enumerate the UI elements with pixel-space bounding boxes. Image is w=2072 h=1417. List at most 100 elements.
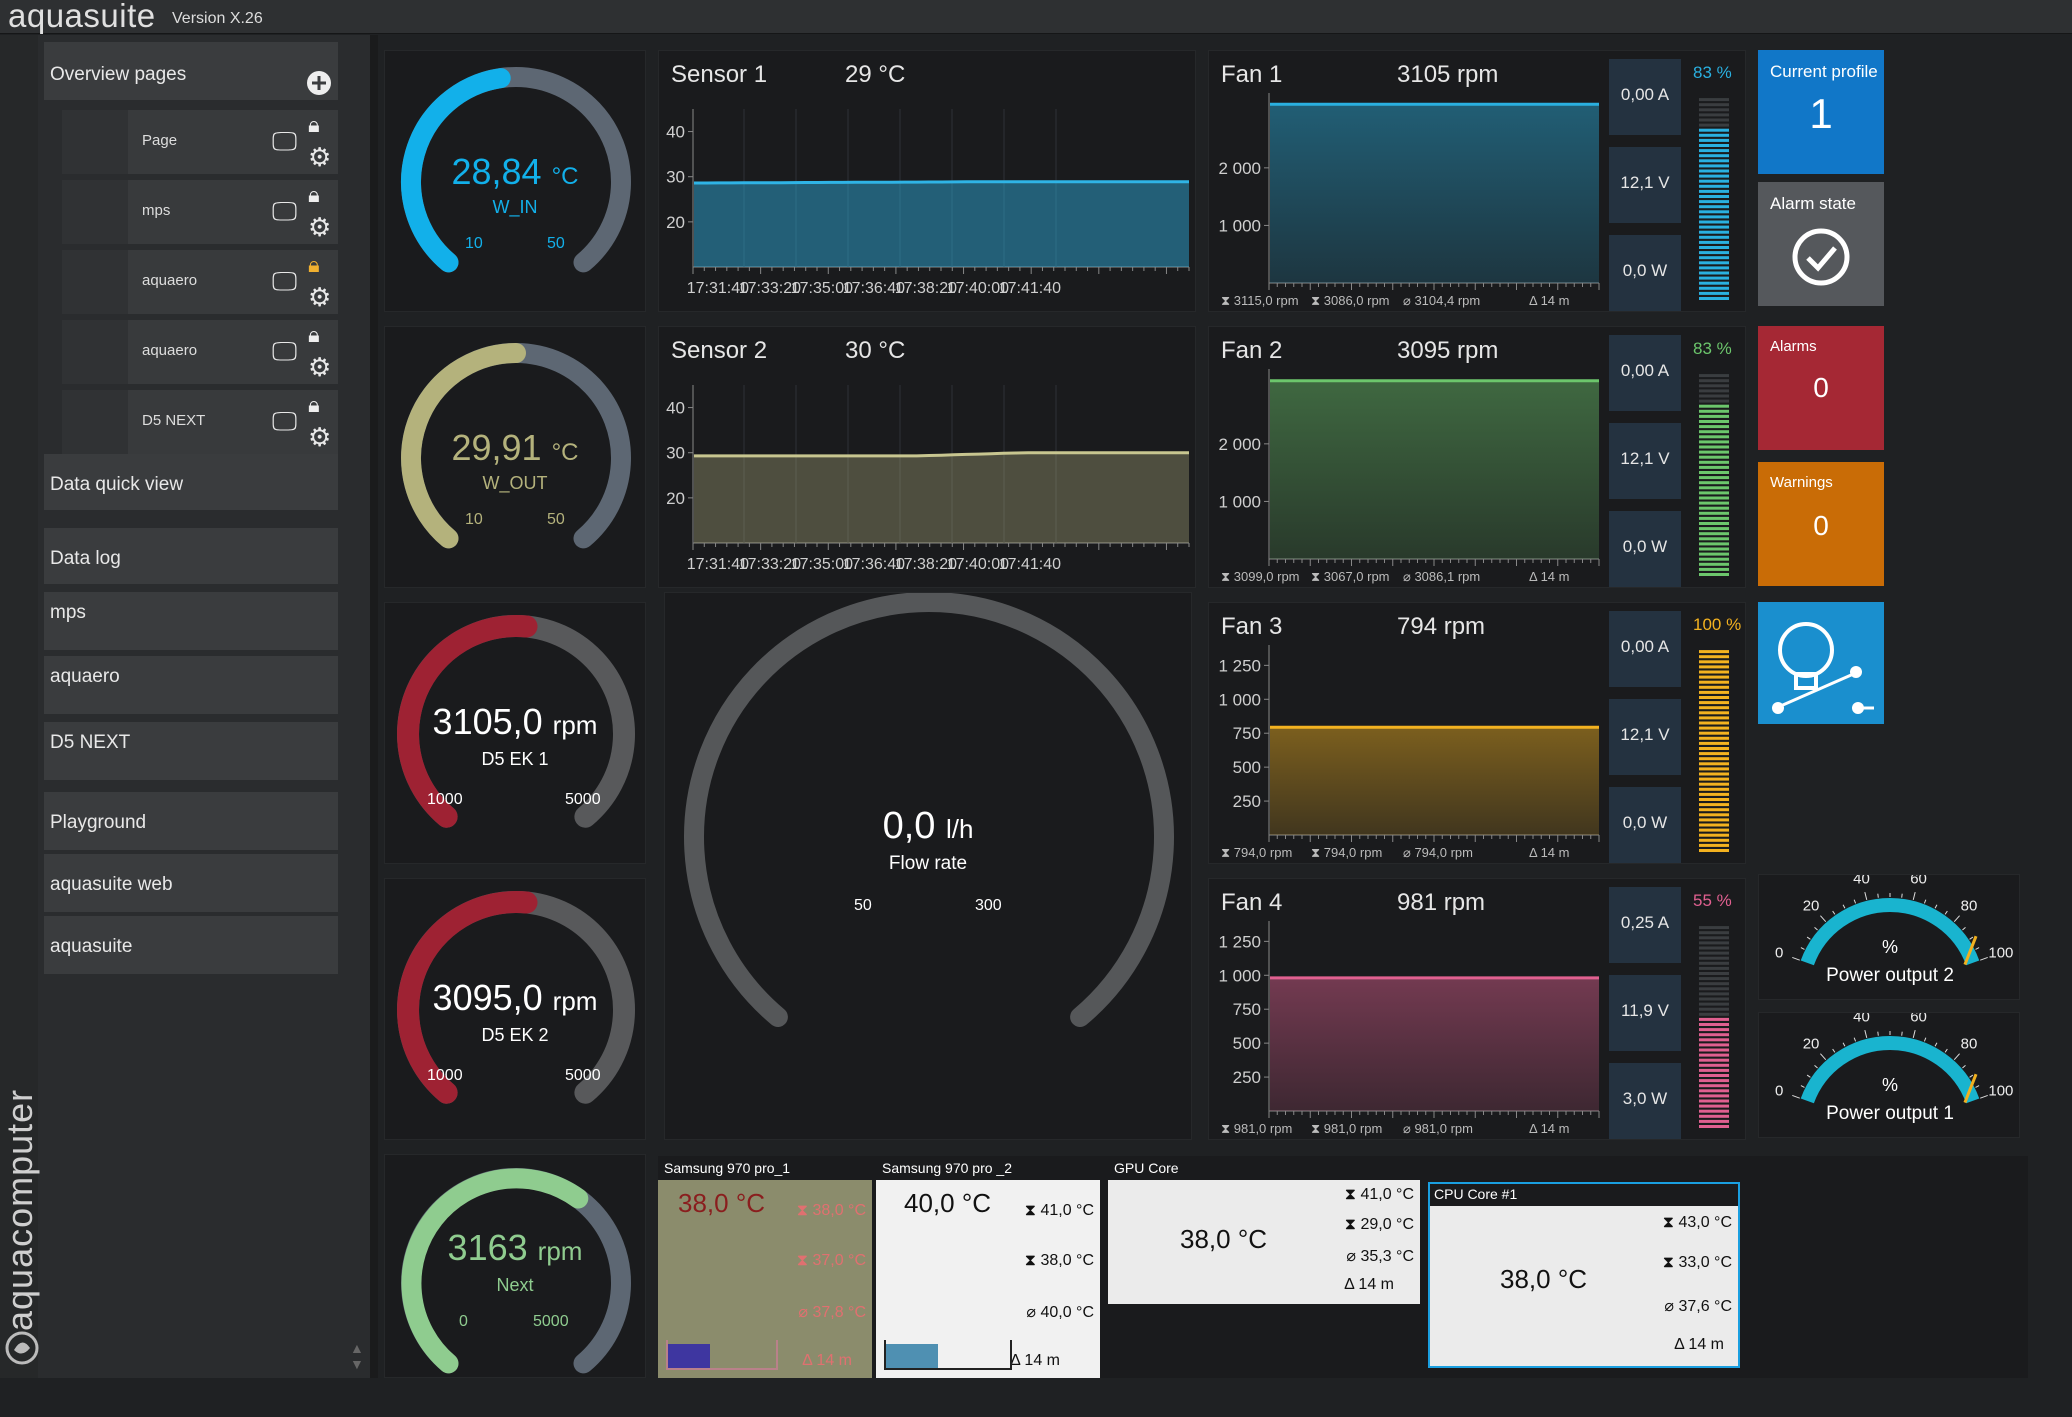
overview-page-item[interactable]: mps🖵🔒︎⚙ [62,180,338,244]
current-profile-tile[interactable]: Current profile 1 [1758,50,1884,174]
monitor-icon[interactable]: 🖵 [272,128,297,154]
gauge-next-name: Next [385,1275,645,1296]
gpu-core-card[interactable]: GPU Core 38,0 °C ⧗ 41,0 °C ⧗ 29,0 °C ⌀ 3… [1108,1158,1420,1308]
level-segment [1699,1043,1729,1046]
lightbulb-switch-tile[interactable] [1758,602,1884,724]
sidebar-item-label: D5 NEXT [50,732,130,754]
level-segment [1699,1120,1729,1123]
sidebar-item-aquasuite[interactable]: aquasuite [44,916,338,974]
monitor-icon[interactable]: 🖵 [272,268,297,294]
samsung-1-max: ⧗ 38,0 °C [797,1202,866,1220]
y-tick-label: 1 000 [1218,690,1261,709]
warnings-tile[interactable]: Warnings 0 [1758,462,1884,586]
gauge-d5-ek-1-max: 5000 [565,791,601,809]
gauge-d5-ek-2[interactable]: 3095,0 rpm D5 EK 2 1000 5000 [384,878,646,1140]
sidebar-item-aquaero[interactable]: aquaero [44,656,338,714]
gauge-w-out-name: W_OUT [385,473,645,494]
lock-icon[interactable]: 🔒︎ [308,392,320,418]
sidebar-item-aquasuite-web[interactable]: aquasuite web [44,854,338,912]
y-tick-label: 40 [666,123,685,142]
level-segment [1699,507,1729,510]
level-segment [1699,221,1729,224]
sidebar-scrollbar[interactable]: ▲▼ [348,40,370,1378]
gauge-w-in[interactable]: 28,84 °C W_IN 10 50 [384,50,646,312]
monitor-icon[interactable]: 🖵 [272,408,297,434]
scroll-arrows-icon[interactable]: ▲▼ [350,1340,364,1372]
overview-page-item[interactable]: D5 NEXT🖵🔒︎⚙ [62,390,338,454]
level-segment [1699,747,1729,750]
fan-current-meter: 0,00 A [1609,59,1681,135]
fan-footer-stat: ⌀ 3104,4 rpm [1403,293,1480,309]
gear-icon[interactable]: ⚙ [308,424,331,450]
lock-icon[interactable]: 🔒︎ [308,182,320,208]
samsung-1-card[interactable]: Samsung 970 pro_1 38,0 °C ⧗ 38,0 °C ⧗ 37… [658,1158,872,1378]
gpu-core-time: Δ 14 m [1344,1276,1394,1294]
unlock-icon[interactable]: 🔒︎ [308,252,320,278]
gear-icon[interactable]: ⚙ [308,214,331,240]
avg-icon: ⌀ [1664,1298,1678,1315]
samsung-2-card[interactable]: Samsung 970 pro _2 40,0 °C ⧗ 41,0 °C ⧗ 3… [876,1158,1100,1378]
level-segment [1699,548,1729,551]
alarm-state-tile[interactable]: Alarm state [1758,182,1884,306]
add-page-icon[interactable] [306,70,332,96]
power-tick [1913,892,1915,900]
pane-splitter[interactable] [370,35,378,1378]
sidebar-item-data-log[interactable]: Data log [44,528,338,584]
level-segment [1699,124,1729,127]
warnings-value: 0 [1758,510,1884,542]
gear-icon[interactable]: ⚙ [308,144,331,170]
power-tick [1820,1054,1825,1060]
level-segment [1699,491,1729,494]
level-segment [1699,1115,1729,1118]
level-segment [1699,813,1729,816]
level-segment [1699,967,1729,970]
gear-icon[interactable]: ⚙ [308,354,331,380]
lock-icon[interactable]: 🔒︎ [308,322,320,348]
overview-page-item[interactable]: aquaero🖵🔒︎⚙ [62,250,338,314]
level-segment [1699,706,1729,709]
gauge-w-in-max: 50 [547,235,565,253]
level-segment [1699,466,1729,469]
gauge-flow-name: Flow rate [665,853,1191,875]
overview-pages-header[interactable]: Overview pages [44,42,338,100]
gauge-d5-ek-1[interactable]: 3105,0 rpm D5 EK 1 1000 5000 [384,602,646,864]
gauge-flow-rate[interactable]: 0,0 l/h Flow rate 50 300 [664,592,1192,1140]
gauge-w-out-min: 10 [465,511,483,529]
sidebar-item-playground[interactable]: Playground [44,792,338,850]
level-segment [1699,926,1729,929]
y-tick-label: 1 000 [1218,966,1261,985]
sidebar-item-d5-next[interactable]: D5 NEXT [44,722,338,780]
level-segment [1699,1110,1729,1113]
sidebar-item-data-quick-view[interactable]: Data quick view [44,454,338,510]
monitor-icon[interactable]: 🖵 [272,338,297,364]
power-output-1-unit: % [1759,1075,2021,1096]
gauge-d5-ek-2-max: 5000 [565,1067,601,1085]
level-segment [1699,113,1729,116]
level-segment [1699,936,1729,939]
power-tick [1854,1038,1855,1042]
avg-icon: ⌀ [1403,1121,1414,1136]
samsung-2-bar-fill [886,1344,938,1368]
current-profile-label: Current profile [1770,62,1878,82]
level-segment [1699,205,1729,208]
gauge-w-out[interactable]: 29,91 °C W_OUT 10 50 [384,326,646,588]
overview-page-item[interactable]: Page🖵🔒︎⚙ [62,110,338,174]
monitor-icon[interactable]: 🖵 [272,198,297,224]
power-tick [1962,1065,1965,1068]
sidebar-item-mps[interactable]: mps [44,592,338,650]
lock-icon[interactable]: 🔒︎ [308,112,320,138]
gauge-next[interactable]: 3163 rpm Next 0 5000 [384,1154,646,1378]
level-segment [1699,762,1729,765]
overview-page-item[interactable]: aquaero🖵🔒︎⚙ [62,320,338,384]
cpu-core-card[interactable]: CPU Core #1 38,0 °C ⧗ 43,0 °C ⧗ 33,0 °C … [1428,1182,1740,1368]
gear-icon[interactable]: ⚙ [308,284,331,310]
alarms-tile[interactable]: Alarms 0 [1758,326,1884,450]
